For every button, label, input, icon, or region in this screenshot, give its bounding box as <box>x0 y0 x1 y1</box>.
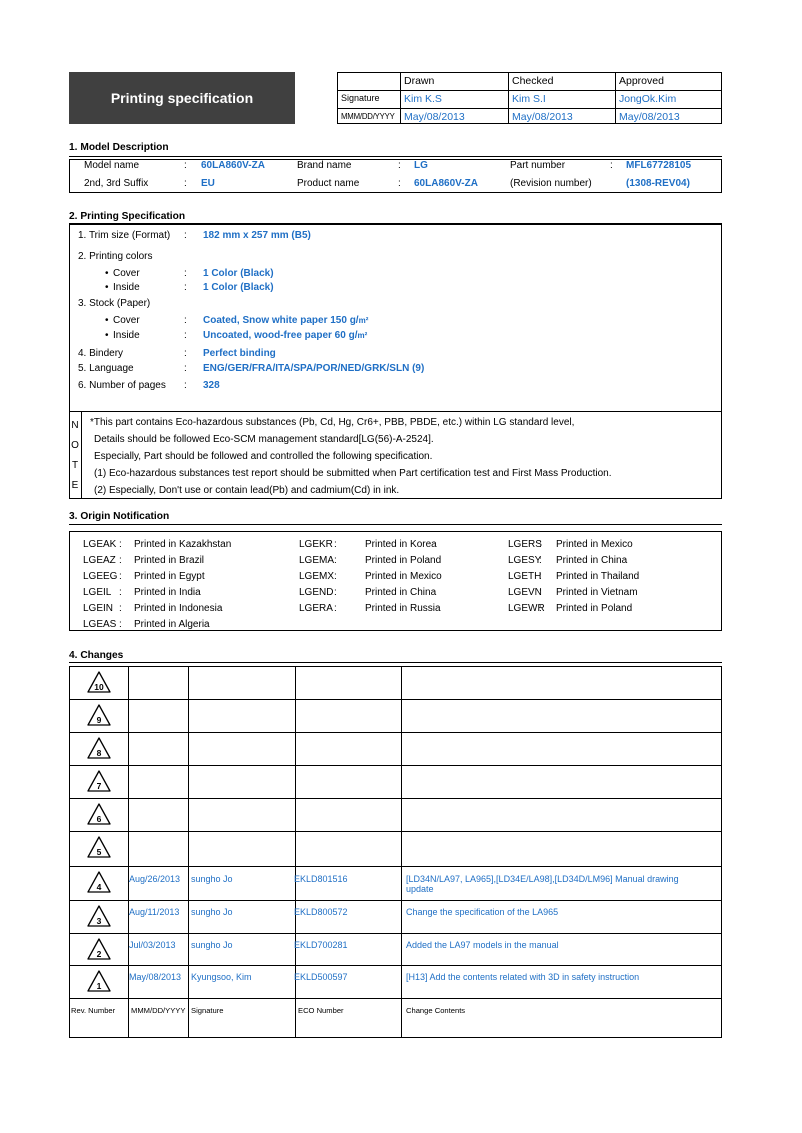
svg-text:2: 2 <box>96 949 101 959</box>
svg-text:10: 10 <box>94 682 104 692</box>
svg-text:8: 8 <box>96 748 101 758</box>
svg-text:3: 3 <box>96 916 101 926</box>
svg-text:5: 5 <box>96 847 101 857</box>
svg-text:1: 1 <box>96 981 101 991</box>
svg-text:6: 6 <box>96 814 101 824</box>
svg-text:7: 7 <box>96 781 101 791</box>
svg-text:9: 9 <box>96 715 101 725</box>
svg-text:4: 4 <box>96 882 101 892</box>
